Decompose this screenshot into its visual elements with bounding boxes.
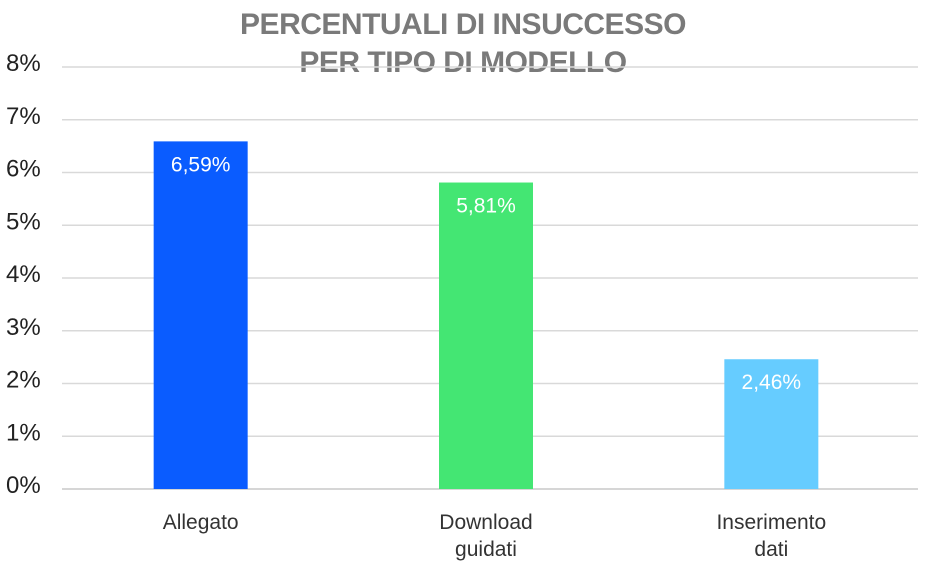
chart-title-line-2: PER TIPO DI MODELLO — [299, 46, 627, 79]
x-category-label: guidati — [455, 538, 517, 561]
x-category-label: Inserimento — [716, 511, 826, 534]
chart-title: PERCENTUALI DI INSUCCESSO PER TIPO DI MO… — [0, 6, 926, 82]
data-label: 2,46% — [742, 371, 802, 394]
x-category-label: Allegato — [163, 511, 239, 534]
x-category-label: dati — [754, 538, 788, 561]
y-tick-label: 4% — [6, 261, 41, 288]
y-tick-label: 2% — [6, 367, 41, 394]
y-tick-label: 3% — [6, 314, 41, 341]
bar — [153, 141, 248, 489]
bar — [724, 359, 819, 489]
y-tick-label: 5% — [6, 208, 41, 235]
y-tick-label: 1% — [6, 419, 41, 446]
chart-title-line-1: PERCENTUALI DI INSUCCESSO — [240, 8, 686, 41]
y-tick-label: 8% — [6, 50, 41, 77]
x-category-label: Download — [439, 511, 532, 534]
y-tick-label: 0% — [6, 472, 41, 499]
data-label: 6,59% — [171, 153, 231, 176]
y-tick-label: 7% — [6, 103, 41, 130]
data-label: 5,81% — [456, 195, 516, 218]
bar — [439, 182, 533, 489]
y-tick-label: 6% — [6, 156, 41, 183]
